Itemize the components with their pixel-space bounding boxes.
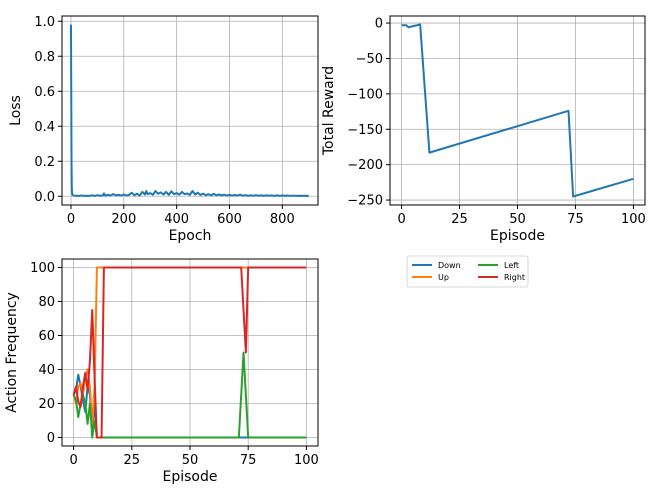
y-tick-label: 60 xyxy=(38,329,55,344)
x-tick-label: 75 xyxy=(567,212,584,227)
legend: Down Up Left Right xyxy=(406,255,529,288)
y-tick-label: −250 xyxy=(347,194,383,209)
loss-chart: 0 200 400 600 800 0.0 0.2 0.4 0.6 0.8 1.0 Epoch Loss xyxy=(8,15,319,244)
y-tick-label: 20 xyxy=(38,397,55,412)
y-tick-label: 0.2 xyxy=(34,155,55,170)
x-tick-label: 100 xyxy=(294,453,319,468)
y-tick-label: 1.0 xyxy=(34,15,55,30)
x-tick-label: 600 xyxy=(217,212,242,227)
y-tick-label: −50 xyxy=(356,52,383,67)
y-tick-label: 80 xyxy=(38,295,55,310)
series-line-0 xyxy=(69,24,309,197)
y-axis-label: Total Reward xyxy=(321,66,337,156)
x-tick-label: 0 xyxy=(69,453,77,468)
x-tick-label: 0 xyxy=(67,212,75,227)
y-axis-label: Action Frequency xyxy=(4,292,20,413)
x-axis-label: Epoch xyxy=(169,228,212,244)
y-tick-label: 0.0 xyxy=(34,190,55,205)
action-frequency-chart: 0 25 50 75 100 0 20 40 60 80 100 Episode Action Freq… xyxy=(4,258,319,485)
legend-label-up: Up xyxy=(438,273,449,282)
series-line-up xyxy=(72,266,307,425)
x-tick-label: 200 xyxy=(111,212,136,227)
y-tick-label: 0 xyxy=(375,17,383,32)
y-tick-label: 40 xyxy=(38,363,55,378)
y-tick-label: 100 xyxy=(30,261,55,276)
legend-label-left: Left xyxy=(504,261,519,270)
x-tick-label: 50 xyxy=(182,453,199,468)
y-tick-label: 0.4 xyxy=(34,120,55,135)
x-tick-label: 100 xyxy=(621,212,646,227)
y-tick-label: 0 xyxy=(47,431,55,446)
x-tick-label: 0 xyxy=(397,212,405,227)
x-tick-label: 400 xyxy=(164,212,189,227)
x-tick-label: 25 xyxy=(124,453,141,468)
legend-label-right: Right xyxy=(504,273,525,282)
reward-chart: 0 25 50 75 100 0 −50 −100 −150 −200 −250 Episode Tot… xyxy=(321,15,646,244)
series-line-0 xyxy=(401,23,634,198)
series-line-right xyxy=(72,266,307,439)
y-axis-label: Loss xyxy=(8,95,24,126)
x-tick-label: 800 xyxy=(270,212,295,227)
x-tick-label: 25 xyxy=(451,212,468,227)
x-axis-label: Episode xyxy=(490,228,545,244)
plot-frame xyxy=(61,15,319,206)
y-tick-label: 0.8 xyxy=(34,50,55,65)
x-tick-label: 50 xyxy=(509,212,526,227)
legend-box xyxy=(406,255,529,288)
x-axis-label: Episode xyxy=(163,469,218,485)
y-tick-label: −150 xyxy=(347,123,383,138)
y-tick-label: −200 xyxy=(347,158,383,173)
y-tick-label: −100 xyxy=(347,87,383,102)
y-tick-label: 0.6 xyxy=(34,85,55,100)
legend-label-down: Down xyxy=(438,261,461,270)
x-tick-label: 75 xyxy=(240,453,257,468)
